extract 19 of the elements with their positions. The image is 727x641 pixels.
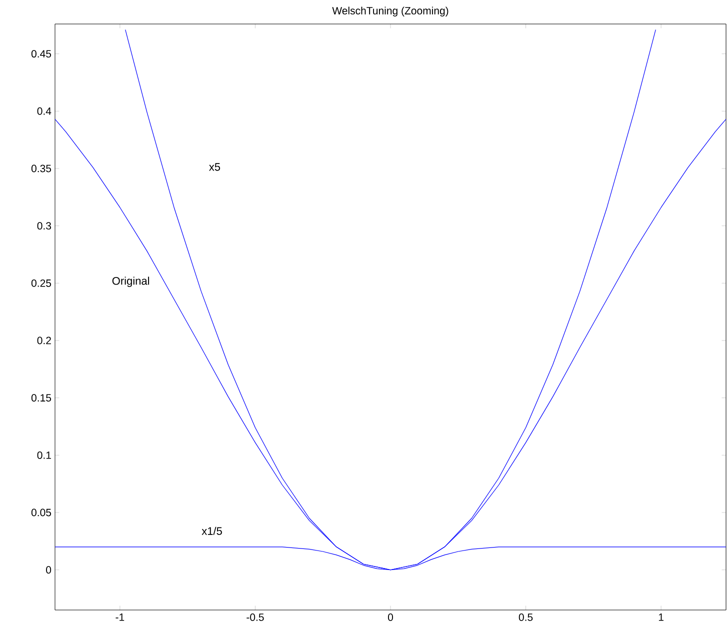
x-tick-label: -0.5: [246, 614, 264, 621]
y-tick-label: 0.25: [31, 279, 52, 287]
annotation: x1/5: [202, 526, 222, 535]
x-tick-label: 0: [388, 614, 394, 621]
y-tick-label: 0.35: [31, 164, 52, 172]
chart-title: WelschTuning (Zooming): [332, 6, 448, 16]
y-tick-label: 0.45: [31, 50, 52, 58]
y-tick-label: 0.15: [31, 394, 52, 402]
y-tick-label: 0.4: [37, 107, 52, 115]
x-tick-label: 1: [658, 614, 664, 621]
x-tick-label: -1: [116, 614, 124, 621]
annotation: Original: [112, 276, 150, 287]
y-tick-label: 0.2: [37, 336, 51, 344]
y-tick-label: 0.3: [37, 222, 52, 230]
y-tick-label: 0.1: [37, 451, 51, 459]
annotation: x5: [209, 163, 220, 171]
x-tick-label: 0.5: [518, 614, 533, 621]
y-tick-label: 0: [46, 566, 52, 574]
y-tick-label: 0.05: [31, 508, 52, 516]
